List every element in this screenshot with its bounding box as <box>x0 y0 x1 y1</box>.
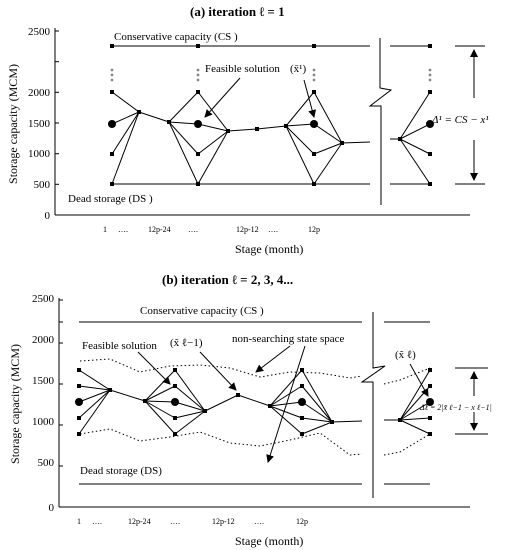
panel-a-ytick-1000: 1000 <box>28 148 51 160</box>
panel-b-xbar-label: (x̃ ℓ−1) <box>170 337 203 349</box>
svg-text:12p: 12p <box>308 225 320 234</box>
svg-text:….: …. <box>268 225 278 234</box>
svg-text:….: …. <box>92 517 102 526</box>
panel-b-ds-label: Dead storage (DS) <box>80 465 162 477</box>
panel-a-axis-break <box>368 38 393 205</box>
panel-b-x-ticks: 1 …. 12p-24 …. 12p-12 …. 12p <box>77 517 308 526</box>
panel-b-ytick-1000: 1000 <box>32 416 55 428</box>
panel-b-state-network <box>78 369 431 435</box>
panel-b-solution-dots <box>75 398 434 406</box>
panel-a-x-ticks: 1 …. 12p-24 …. 12p-12 …. 12p <box>103 225 320 234</box>
panel-a-ytick-0: 0 <box>45 210 51 222</box>
panel-a-cs-label: Conservative capacity (CS ) <box>114 31 238 43</box>
panel-a-solution-dots <box>108 120 434 128</box>
panel-a-dotted-stacks <box>110 68 432 82</box>
svg-text:1: 1 <box>77 517 81 526</box>
panel-b-ytick-1500: 1500 <box>32 375 55 387</box>
panel-a-delta-label: Δ¹ = CS − x¹ <box>431 114 489 126</box>
panel-b-ytick-2000: 2000 <box>32 334 55 346</box>
panel-a: (a) iteration ℓ = 1 0 500 1000 1500 2000… <box>6 4 489 256</box>
panel-a-title: (a) iteration ℓ = 1 <box>190 4 285 19</box>
panel-b-lower-envelope-right <box>383 433 431 456</box>
panel-b-nonsearch-arrow-2 <box>266 345 306 463</box>
panel-b-nonsearch-label: non-searching state space <box>232 333 345 345</box>
svg-text:….: …. <box>188 225 198 234</box>
svg-text:12p-12: 12p-12 <box>236 225 259 234</box>
panel-b-ylabel: Storage capacity (MCM) <box>8 344 22 464</box>
panel-b-cs-label: Conservative capacity (CS ) <box>140 305 264 317</box>
panel-a-feasible-label: Feasible solution <box>205 63 280 75</box>
svg-text:….: …. <box>254 517 264 526</box>
panel-b-upper-envelope-right <box>383 367 431 385</box>
panel-a-feasible-arrow <box>204 77 241 118</box>
panel-b-axis-break <box>360 312 386 498</box>
svg-text:12p-12: 12p-12 <box>212 517 235 526</box>
svg-text:12p-24: 12p-24 <box>128 517 151 526</box>
svg-text:12p-24: 12p-24 <box>148 225 171 234</box>
panel-b-nodes <box>77 368 432 436</box>
panel-b-upper-envelope <box>79 358 363 379</box>
panel-b-xbar-right-arrow <box>409 363 429 397</box>
panel-b-ytick-2500: 2500 <box>32 293 55 305</box>
svg-text:1: 1 <box>103 225 107 234</box>
panel-a-xbar-label: (x̄¹) <box>290 63 306 75</box>
panel-a-ds-label: Dead storage (DS ) <box>68 193 153 205</box>
panel-a-state-network <box>111 91 431 185</box>
panel-b-feasible-arrow <box>137 351 171 385</box>
panel-b-title: (b) iteration ℓ = 2, 3, 4... <box>162 272 293 287</box>
svg-text:….: …. <box>170 517 180 526</box>
svg-text:….: …. <box>118 225 128 234</box>
panel-b-nonsearch-arrow-1 <box>255 345 291 373</box>
panel-b-delta-label: Δℓ = 2|x̃ ℓ−1 − x ℓ−1| <box>419 403 492 412</box>
panel-b-xlabel: Stage (month) <box>235 534 303 548</box>
panel-a-ytick-1500: 1500 <box>28 118 51 130</box>
panel-b-y-ticks: 0 500 1000 1500 2000 2500 <box>32 293 63 514</box>
panel-b-xbar-arrow <box>199 351 237 391</box>
panel-a-ytick-2500: 2500 <box>28 26 51 38</box>
svg-text:12p: 12p <box>296 517 308 526</box>
panel-a-xbar-arrow <box>303 79 317 118</box>
panel-a-ylabel: Storage capacity (MCM) <box>6 64 20 184</box>
panel-a-nodes <box>110 44 432 186</box>
panel-b-feasible-label: Feasible solution <box>82 340 157 352</box>
panel-a-y-ticks: 0 500 1000 1500 2000 2500 <box>28 26 59 222</box>
panel-a-ytick-500: 500 <box>34 179 51 191</box>
panel-a-xlabel: Stage (month) <box>235 242 303 256</box>
panel-a-ytick-2000: 2000 <box>28 87 51 99</box>
panel-b-ytick-0: 0 <box>49 502 55 514</box>
panel-b: (b) iteration ℓ = 2, 3, 4... 0 500 1000 … <box>8 272 492 548</box>
panel-b-xbar-right-label: (x̃ ℓ) <box>395 349 416 361</box>
panel-b-lower-envelope <box>79 428 363 456</box>
panel-b-ytick-500: 500 <box>38 457 55 469</box>
